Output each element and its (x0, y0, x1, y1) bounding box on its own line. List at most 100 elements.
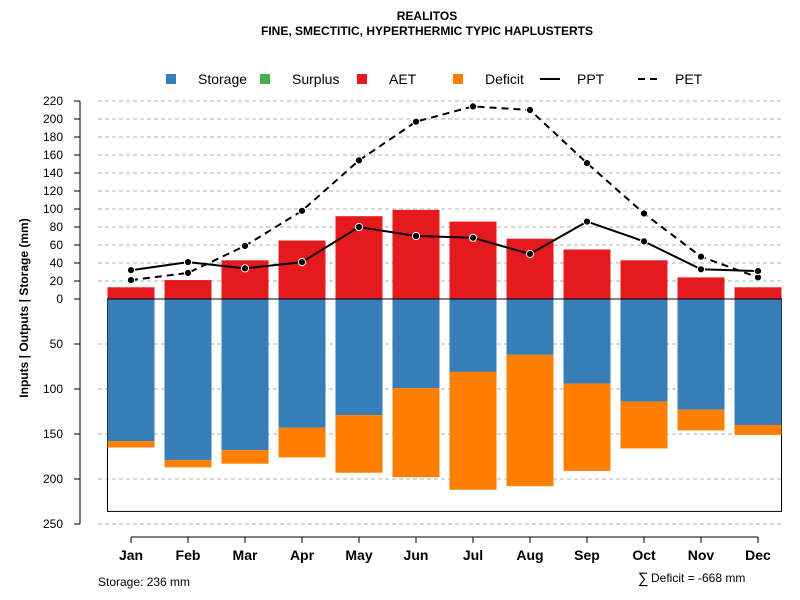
y-tick-label: 160 (43, 148, 63, 162)
y-tick-label: 100 (43, 382, 63, 396)
y-tick-label: 20 (50, 274, 64, 288)
x-tick-label-oct: Oct (632, 547, 656, 563)
y-tick-label: 0 (56, 292, 63, 306)
axes: 0 20 40 60 80 100 120 140 160 180 200 220 50 100 150 20… (43, 94, 771, 563)
storage-footnote: Storage: 236 mm (98, 575, 190, 589)
y-tick-label: 40 (50, 256, 64, 270)
x-tick-label-mar: Mar (233, 547, 258, 563)
legend-swatch-aet (357, 74, 367, 84)
bar-aet-jan (107, 287, 155, 299)
point-pet-apr (297, 206, 307, 215)
point-pet-nov (696, 252, 706, 261)
y-tick-label: 100 (43, 202, 63, 216)
bar-aet-nov (677, 277, 725, 299)
y-tick-label: 60 (50, 238, 64, 252)
bar-deficit-jun (392, 388, 440, 478)
chart-title: REALITOS (397, 9, 457, 23)
point-ppt-nov (696, 265, 706, 274)
legend: Storage Surplus AET Deficit PPT PET (166, 71, 703, 87)
bar-storage-aug (506, 299, 554, 355)
bar-deficit-mar (221, 450, 269, 464)
y-axis-label: Inputs | Outputs | Storage (mm) (17, 218, 31, 397)
point-ppt-apr (297, 258, 307, 267)
x-tick-label-dec: Dec (745, 547, 771, 563)
bar-aet-apr (278, 240, 326, 299)
y-tick-label: 200 (43, 472, 63, 486)
point-pet-feb (183, 268, 193, 277)
point-ppt-aug (525, 249, 535, 259)
bar-deficit-jan (107, 441, 155, 448)
bar-storage-apr (278, 299, 326, 428)
bar-deficit-nov (677, 409, 725, 431)
bar-storage-jul (449, 299, 497, 372)
y-tick-label: 250 (43, 517, 63, 531)
x-tick-label-jul: Jul (463, 547, 483, 563)
bar-aet-feb (164, 280, 212, 299)
bar-aet-sep (563, 249, 611, 299)
point-ppt-mar (240, 264, 250, 273)
legend-label-deficit: Deficit (485, 71, 524, 87)
point-pet-sep (582, 159, 592, 168)
bar-storage-mar (221, 299, 269, 451)
y-tick-label: 140 (43, 166, 63, 180)
legend-label-ppt: PPT (577, 71, 605, 87)
y-tick-label: 50 (50, 337, 64, 351)
legend-swatch-storage (166, 74, 176, 84)
line-ppt (130, 220, 759, 273)
bar-aet-jun (392, 209, 440, 299)
x-tick-label-sep: Sep (574, 547, 600, 563)
deficit-footnote: Deficit = -668 mm (651, 571, 745, 585)
bar-deficit-aug (506, 354, 554, 487)
point-ppt-jun (411, 231, 421, 241)
x-tick-label-jan: Jan (119, 547, 143, 563)
x-tick-label-may: May (345, 547, 372, 563)
sigma-symbol: ∑ (638, 570, 649, 587)
legend-label-storage: Storage (198, 71, 247, 87)
x-tick-label-jun: Jun (404, 547, 429, 563)
bar-storage-sep (563, 299, 611, 384)
point-ppt-jul (468, 233, 478, 242)
line-pet (130, 105, 759, 282)
x-tick-label-nov: Nov (688, 547, 715, 563)
gridlines (98, 100, 782, 525)
point-pet-mar (240, 241, 250, 250)
bar-storage-jan (107, 299, 155, 442)
y-tick-label: 80 (50, 220, 64, 234)
bar-aet-dec (734, 287, 782, 299)
legend-swatch-surplus (260, 74, 270, 84)
point-pet-jan (126, 276, 136, 285)
point-ppt-feb (183, 258, 193, 267)
legend-label-aet: AET (389, 71, 417, 87)
bar-storage-jun (392, 299, 440, 389)
y-tick-label: 120 (43, 184, 63, 198)
bar-deficit-oct (620, 401, 668, 449)
point-ppt-dec (753, 267, 763, 276)
x-tick-label-feb: Feb (176, 547, 201, 563)
legend-swatch-deficit (453, 74, 463, 84)
point-pet-may (354, 156, 364, 165)
point-ppt-may (354, 222, 364, 232)
bar-deficit-feb (164, 460, 212, 468)
bar-deficit-dec (734, 425, 782, 435)
bar-aet-jul (449, 221, 497, 299)
bar-storage-feb (164, 299, 212, 461)
bar-aet-aug (506, 238, 554, 299)
bar-storage-nov (677, 299, 725, 410)
bar-deficit-apr (278, 427, 326, 458)
bar-storage-dec (734, 299, 782, 425)
lines (126, 102, 763, 285)
x-tick-label-apr: Apr (290, 547, 315, 563)
bar-aet-oct (620, 260, 668, 299)
bar-deficit-jul (449, 371, 497, 490)
bar-deficit-sep (563, 383, 611, 471)
y-tick-label: 180 (43, 130, 63, 144)
bar-storage-may (335, 299, 383, 416)
point-ppt-sep (582, 217, 592, 226)
y-tick-label: 200 (43, 112, 63, 126)
legend-label-pet: PET (675, 71, 703, 87)
legend-label-surplus: Surplus (292, 71, 339, 87)
bars (107, 209, 782, 512)
point-pet-aug (525, 105, 535, 115)
point-pet-oct (639, 209, 649, 218)
